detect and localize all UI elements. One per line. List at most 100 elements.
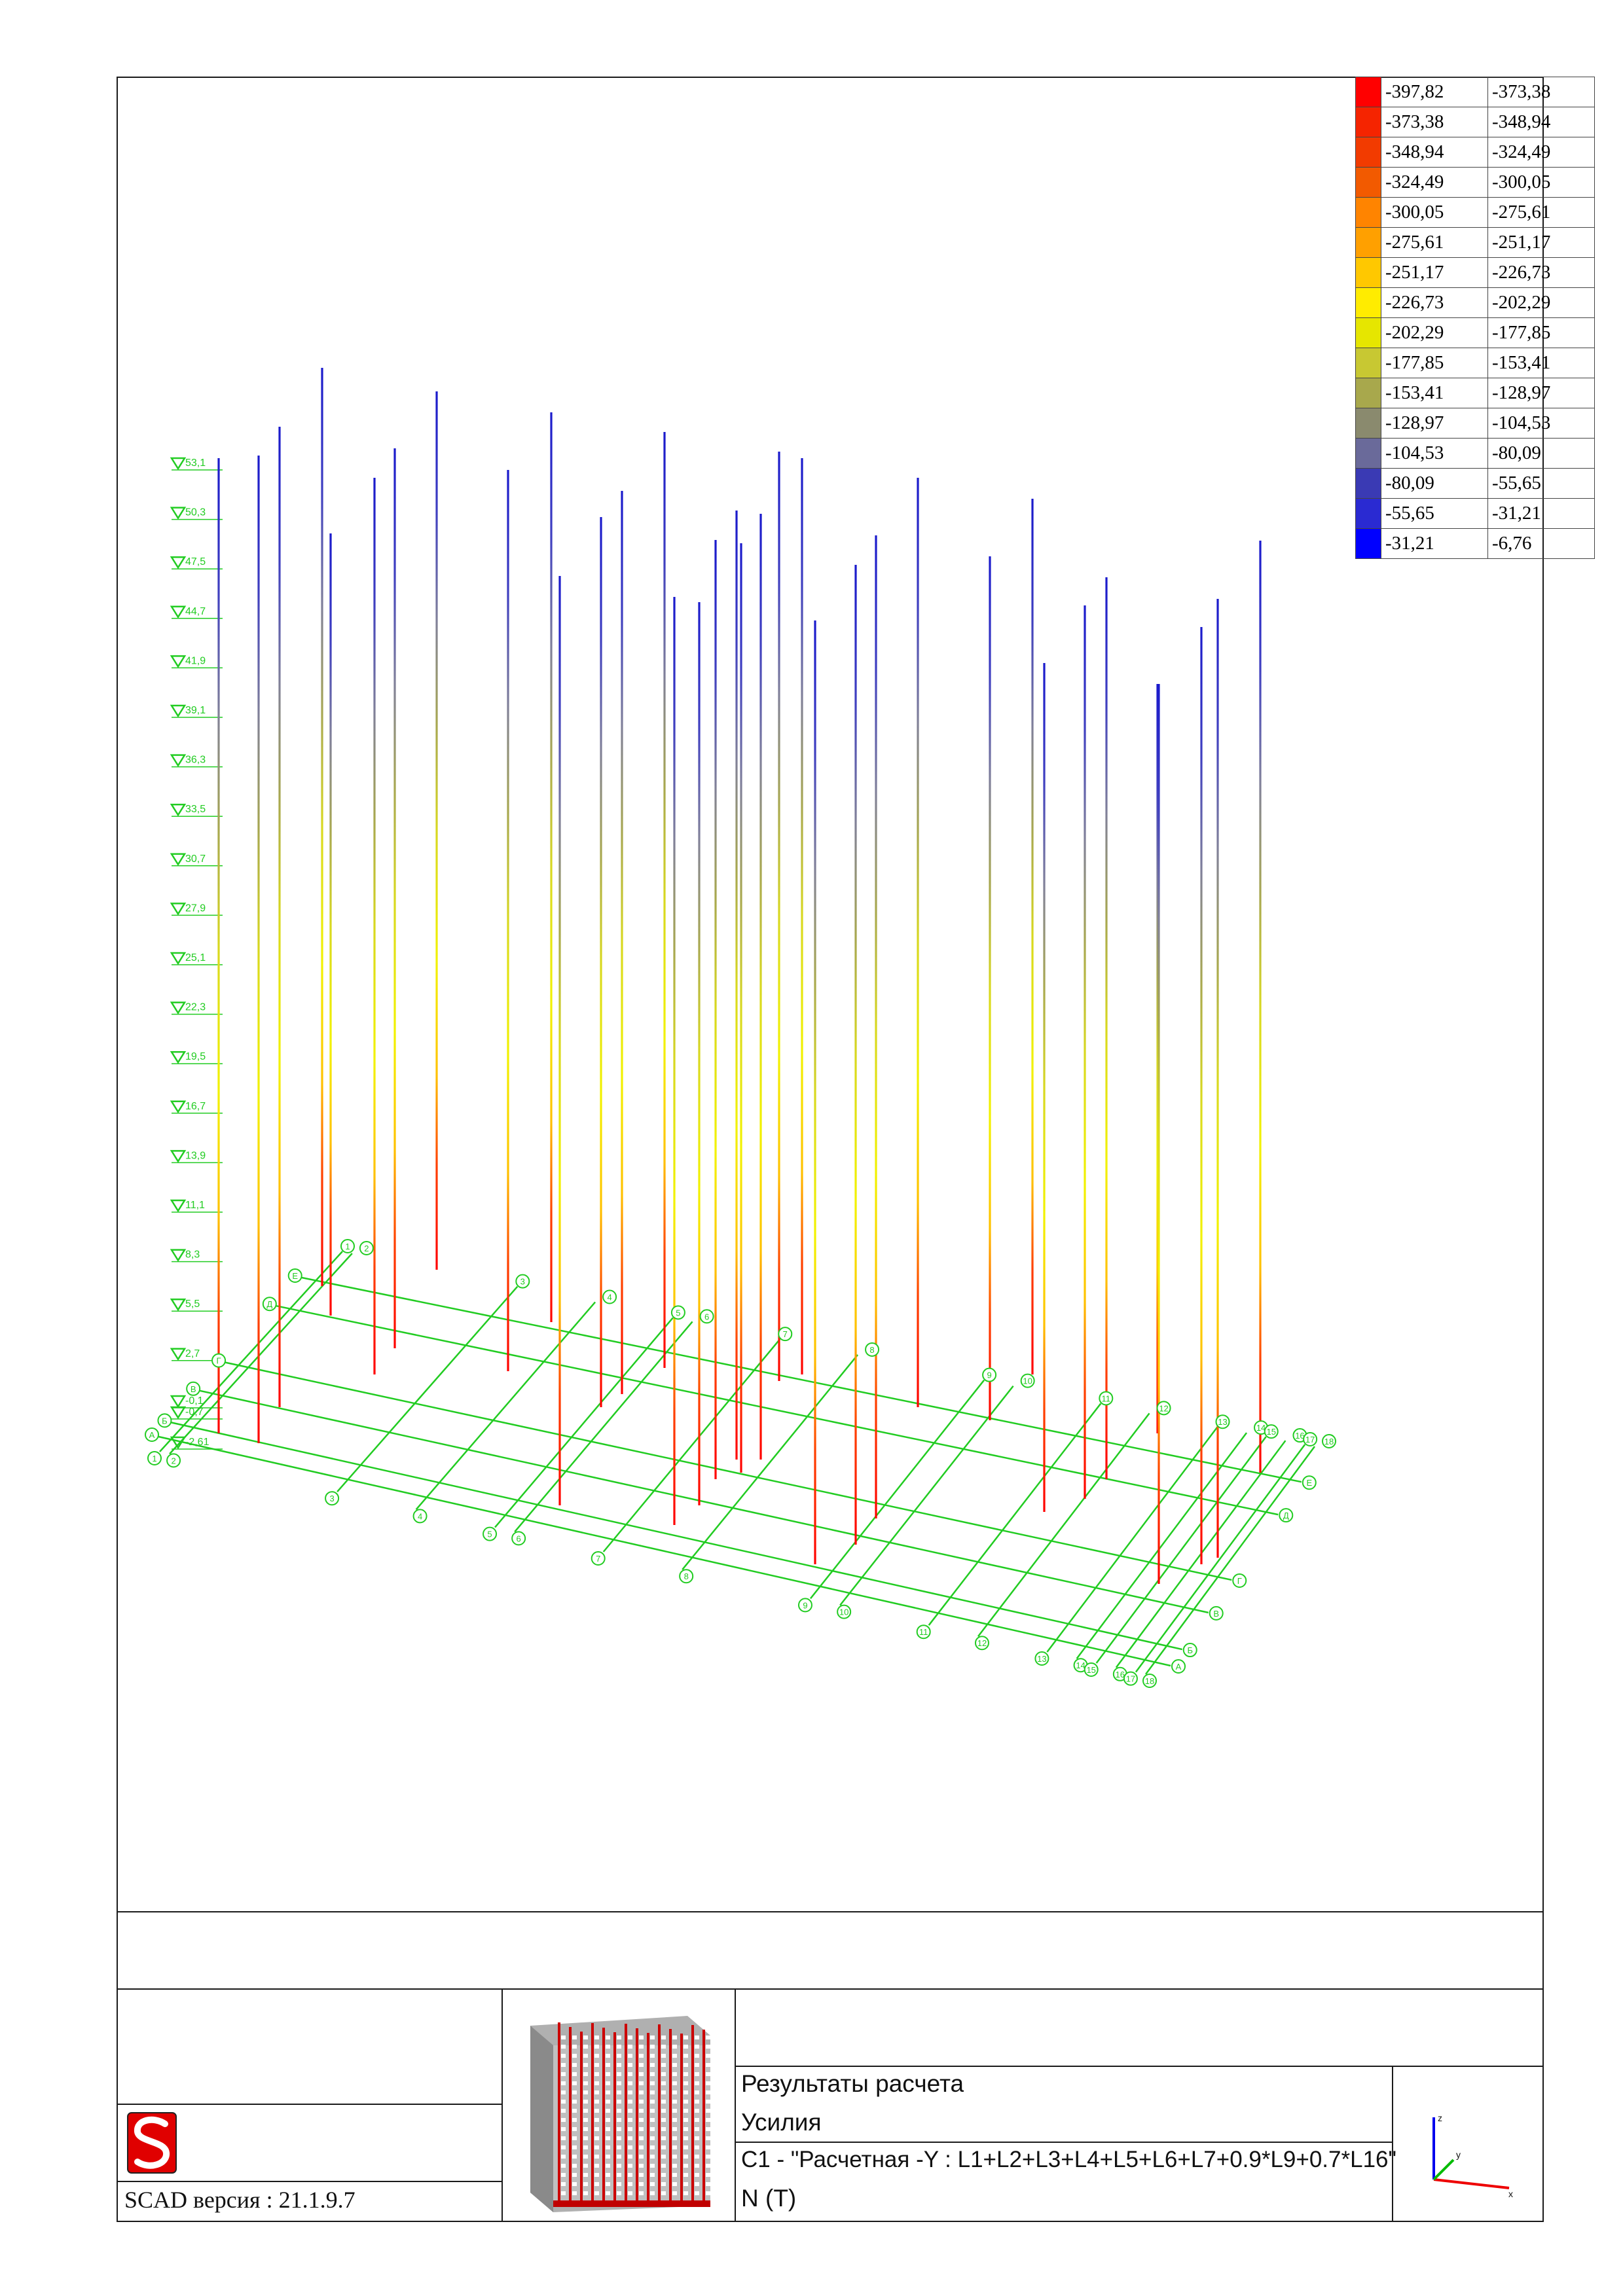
- legend-swatch: [1355, 257, 1381, 288]
- axis-bubble-label: В: [1213, 1609, 1219, 1619]
- level-label: 50,3: [185, 507, 206, 518]
- level-label: 33,5: [185, 804, 206, 815]
- legend-swatch: [1355, 528, 1381, 559]
- axis-bubble: 9: [982, 1367, 997, 1382]
- column-line: [1200, 627, 1203, 1564]
- column-line: [917, 478, 919, 1407]
- legend-to: -202,29: [1487, 287, 1595, 318]
- level-mark: 11,1: [170, 1199, 223, 1213]
- stamp-line-6: [117, 2181, 501, 2182]
- legend-to: -128,97: [1487, 378, 1595, 408]
- legend-from: -128,97: [1381, 408, 1488, 439]
- stamp-vline-3: [1392, 2066, 1393, 2222]
- legend-from: -104,53: [1381, 438, 1488, 469]
- grid-col-line: [809, 1379, 985, 1600]
- level-mark: 25,1: [170, 952, 223, 965]
- legend-swatch: [1355, 167, 1381, 198]
- axis-bubble: 16: [1112, 1666, 1127, 1681]
- column-line: [1216, 599, 1219, 1558]
- legend-row: -348,94 -324,49: [1355, 137, 1595, 168]
- axis-bubble: 8: [865, 1342, 880, 1357]
- column-line: [1105, 577, 1108, 1479]
- level-mark: 16,7: [170, 1100, 223, 1114]
- column-line: [854, 565, 857, 1545]
- column-line: [621, 491, 623, 1394]
- axis-bubble-label: 12: [1159, 1403, 1168, 1413]
- level-mark: 30,7: [170, 853, 223, 867]
- column-line: [1156, 684, 1159, 1433]
- grid-col-line: [928, 1403, 1102, 1626]
- axis-bubble-label: Г: [217, 1356, 221, 1366]
- axis-bubble-label: 14: [1256, 1423, 1266, 1433]
- level-label: 5,5: [185, 1299, 200, 1310]
- axis-bubble-label: 4: [418, 1511, 422, 1521]
- legend-swatch: [1355, 468, 1381, 499]
- grid-col-line: [682, 1354, 859, 1570]
- grid-col-line: [159, 1251, 343, 1452]
- axis-bubble-label: 7: [596, 1554, 600, 1564]
- legend-from: -348,94: [1381, 137, 1488, 168]
- axis-bubble: 5: [483, 1526, 498, 1541]
- axis-bubble: Д: [262, 1297, 277, 1312]
- axis-bubble: 11: [916, 1624, 931, 1640]
- axis-bubble-label: Д: [1283, 1511, 1289, 1520]
- axis-bubble-label: Г: [1237, 1576, 1242, 1586]
- column-line: [673, 597, 676, 1525]
- column-line: [1259, 541, 1262, 1473]
- column-line: [740, 543, 742, 1473]
- level-mark: 22,3: [170, 1001, 223, 1015]
- axis-bubble-label: 1: [152, 1454, 156, 1463]
- legend-from: -202,29: [1381, 317, 1488, 348]
- legend-row: -104,53 -80,09: [1355, 438, 1595, 469]
- legend-row: -177,85 -153,41: [1355, 348, 1595, 378]
- stamp-line-4: [117, 2104, 501, 2105]
- column-line: [1031, 499, 1034, 1374]
- axis-bubble-label: 15: [1086, 1665, 1095, 1675]
- legend-swatch: [1355, 287, 1381, 318]
- axis-bubble-label: 8: [684, 1571, 689, 1581]
- level-label: 11,1: [185, 1200, 205, 1211]
- stamp-line-top: [117, 1911, 1544, 1912]
- level-label: 25,1: [185, 952, 206, 963]
- column-line: [329, 533, 332, 1316]
- axis-bubble-label: 6: [517, 1534, 521, 1543]
- axis-bubble: 4: [602, 1289, 617, 1304]
- axis-bubble: 7: [778, 1327, 793, 1342]
- column-line: [989, 556, 991, 1420]
- level-label: 30,7: [185, 853, 206, 865]
- column-line: [217, 458, 220, 1433]
- axis-bubble: 12: [974, 1636, 989, 1651]
- level-label: 13,9: [185, 1150, 206, 1161]
- level-mark: 44,7: [170, 605, 223, 619]
- level-label: 16,7: [185, 1101, 206, 1112]
- level-label: 47,5: [185, 556, 206, 567]
- grid-col-line: [415, 1301, 596, 1511]
- legend-from: -373,38: [1381, 107, 1488, 137]
- level-mark: 36,3: [170, 754, 223, 768]
- grid-col-line: [169, 1253, 353, 1455]
- legend-swatch: [1355, 408, 1381, 439]
- axis-bubble: 17: [1303, 1432, 1318, 1447]
- legend-from: -226,73: [1381, 287, 1488, 318]
- level-label: 39,1: [185, 705, 206, 716]
- axis-bubble-label: 11: [919, 1627, 928, 1637]
- axis-bubble-label: 2: [364, 1244, 369, 1253]
- legend-from: -251,17: [1381, 257, 1488, 288]
- legend-to: -31,21: [1487, 498, 1595, 529]
- axis-bubble-label: 7: [783, 1329, 788, 1339]
- legend-row: -128,97 -104,53: [1355, 408, 1595, 439]
- level-mark: 47,5: [170, 556, 223, 569]
- axis-bubble: 9: [797, 1598, 812, 1613]
- axis-bubble-label: Д: [266, 1299, 272, 1309]
- axis-bubble: 14: [1073, 1658, 1088, 1673]
- grid-col-line: [1046, 1426, 1218, 1653]
- level-mark: 27,9: [170, 903, 223, 916]
- column-line: [373, 478, 376, 1374]
- grid-col-line: [1135, 1444, 1306, 1673]
- legend-to: -80,09: [1487, 438, 1595, 469]
- building-thumbnail: [530, 2016, 710, 2212]
- column-line: [1084, 605, 1086, 1499]
- axis-bubble: 13: [1034, 1651, 1049, 1666]
- drawing-frame: [117, 77, 1544, 2222]
